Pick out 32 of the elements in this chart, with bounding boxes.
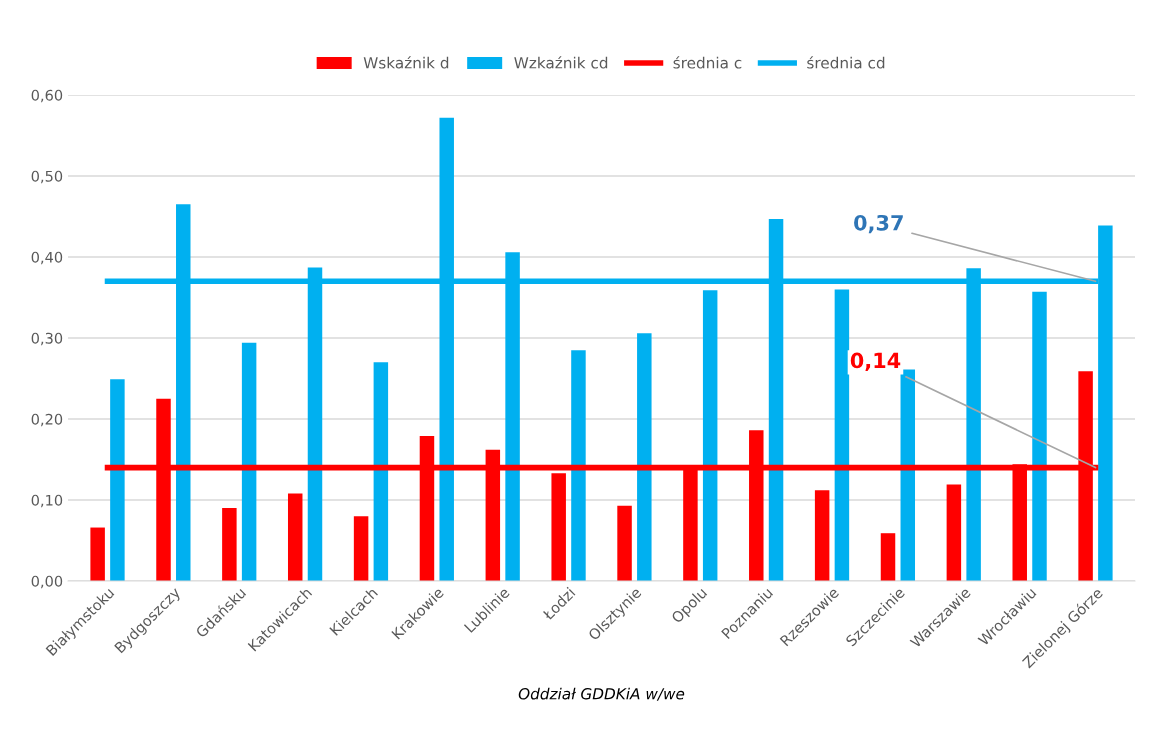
bar bbox=[90, 527, 105, 581]
bar bbox=[946, 484, 962, 581]
y-tick-label: 0,50 bbox=[31, 170, 63, 184]
bar bbox=[551, 473, 566, 581]
annotation: 0,37 bbox=[854, 214, 903, 234]
y-tick-label: 0,30 bbox=[31, 332, 63, 346]
legend-label: średnia cd bbox=[807, 56, 885, 69]
bar bbox=[241, 342, 257, 581]
bar bbox=[571, 350, 586, 581]
y-tick-label: 0,10 bbox=[31, 494, 63, 508]
y-tick-label: 0,00 bbox=[31, 575, 63, 589]
bar bbox=[702, 290, 718, 581]
legend-label: średnia c bbox=[673, 56, 742, 69]
bar bbox=[373, 362, 389, 581]
y-tick-label: 0,40 bbox=[31, 251, 63, 265]
legend-label: Wzkaźnik cd bbox=[514, 56, 608, 69]
x-axis-title: Oddział GDDKiA w/we bbox=[518, 687, 685, 701]
bar bbox=[222, 508, 237, 581]
annotation: 0,14 bbox=[850, 352, 901, 372]
y-tick-label: 0,60 bbox=[31, 89, 63, 103]
bar bbox=[353, 516, 369, 581]
bar bbox=[110, 379, 125, 581]
bar bbox=[1032, 291, 1047, 581]
bar bbox=[287, 493, 303, 581]
bar bbox=[900, 369, 916, 581]
y-tick-label: 0,20 bbox=[31, 413, 63, 427]
bar bbox=[814, 490, 830, 581]
bar bbox=[834, 289, 850, 581]
bar bbox=[637, 333, 652, 581]
legend-label: Wskaźnik d bbox=[363, 56, 449, 69]
bar bbox=[617, 505, 632, 581]
bar bbox=[880, 533, 896, 581]
